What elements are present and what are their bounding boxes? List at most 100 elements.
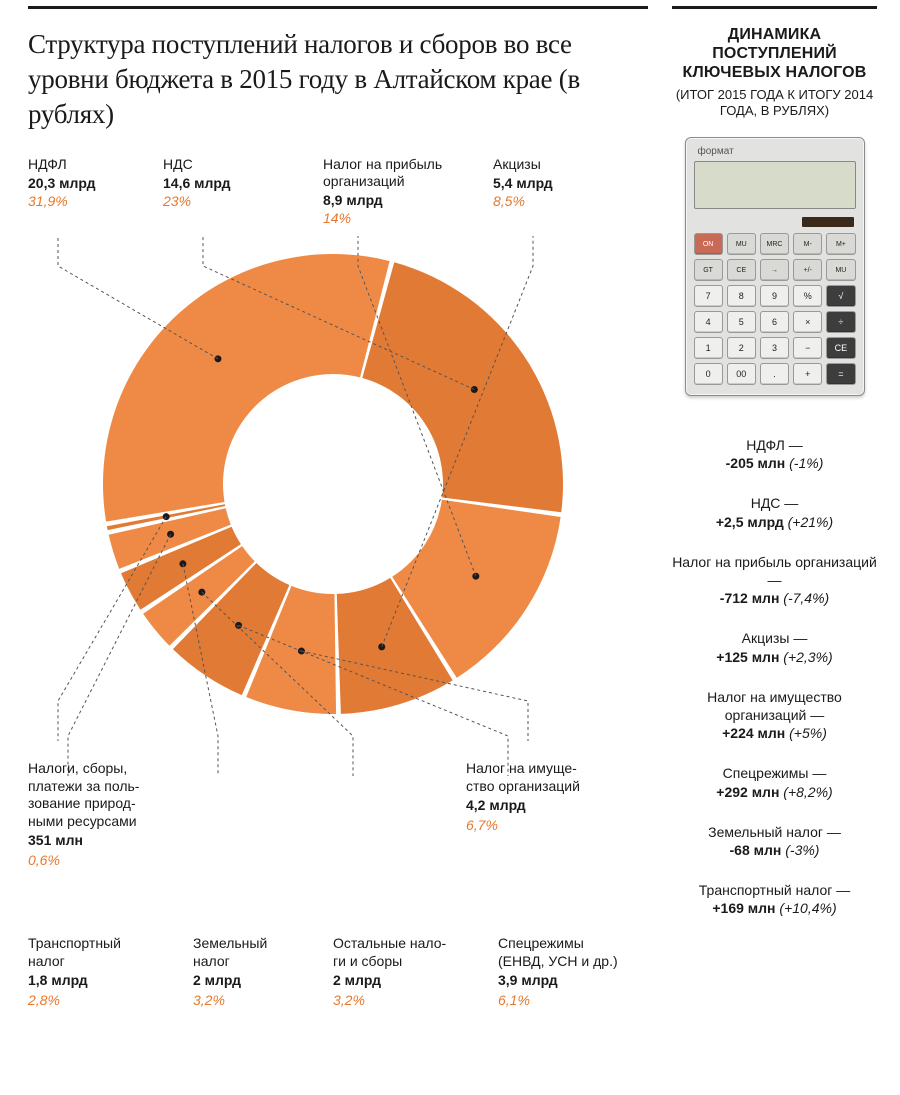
dynamics-item: Акцизы — +125 млн (+2,3%) [672,629,877,665]
label-nature: Налоги, сборы,платежи за поль-зование пр… [28,760,188,869]
dyn-name: НДС — [672,494,877,512]
dyn-name: Налог на прибыль организаций — [672,553,877,589]
calc-key: M- [793,233,822,255]
calc-key: CE [826,337,855,359]
calc-key: M+ [826,233,855,255]
dyn-name: Спецрежимы — [672,764,877,782]
label-pct: 3,2% [193,992,333,1010]
label-pct: 3,2% [333,992,493,1010]
calc-key: 5 [727,311,756,333]
label-value: 4,2 млрд [466,797,646,815]
label-value: 2 млрд [333,972,493,990]
left-title: Структура поступлений налогов и сборов в… [28,27,648,132]
dyn-value: +169 млн [712,900,775,916]
label-profit: Налог на прибыльорганизаций 8,9 млрд 14% [323,156,493,226]
label-value: 351 млн [28,832,188,850]
label-nds: НДС14,6 млрд23% [163,156,323,226]
label-value: 20,3 млрд [28,175,163,191]
right-rule [672,6,877,9]
calc-key: 00 [727,363,756,385]
calc-key: + [793,363,822,385]
calculator-icon: формат ONMUMRCM-M+GTCE→+/-MU789%√456×÷12… [685,137,865,396]
label-name: НДФЛ [28,156,163,173]
label-pct: 6,1% [498,992,658,1010]
dyn-value: +125 млн [716,649,779,665]
calc-key: MU [826,259,855,281]
dynamics-item: Транспортный налог —+169 млн (+10,4%) [672,881,877,917]
calc-key: 6 [760,311,789,333]
label-pct: 6,7% [466,817,646,835]
right-column: ДИНАМИКА ПОСТУПЛЕНИЙ КЛЮЧЕВЫХ НАЛОГОВ (И… [672,6,877,939]
label-pct: 8,5% [493,193,628,209]
calc-key: % [793,285,822,307]
label-value: 3,9 млрд [498,972,658,990]
dyn-pct: (+2,3%) [783,649,832,665]
dynamics-list: НДФЛ —-205 млн (-1%) НДС — +2,5 млрд (+21%… [672,436,877,917]
calc-key: +/- [793,259,822,281]
label-pct: 14% [323,210,493,226]
calc-key: CE [727,259,756,281]
calc-key: 3 [760,337,789,359]
left-rule [28,6,648,9]
dyn-value: +2,5 млрд [716,514,784,530]
label-name: Спецрежимы(ЕНВД, УСН и др.) [498,935,658,970]
dyn-name: Земельный налог — [672,823,877,841]
calc-key: = [826,363,855,385]
label-value: 8,9 млрд [323,192,493,208]
right-subtitle: (ИТОГ 2015 ГОДА К ИТОГУ 2014 ГОДА, В РУБ… [672,87,877,120]
top-labels-row: НДФЛ 20,3 млрд 31,9%НДС14,6 млрд23%Налог н… [28,156,648,226]
label-land: Земельныйналог 2 млрд 3,2% [193,935,333,1009]
calc-key: − [793,337,822,359]
label-other: Остальные нало-ги и сборы 2 млрд 3,2% [333,935,493,1009]
calc-key: 0 [694,363,723,385]
label-ndfl: НДФЛ 20,3 млрд 31,9% [28,156,163,226]
donut-chart [28,236,638,776]
label-excise: Акцизы5,4 млрд8,5% [493,156,628,226]
calc-brand: формат [694,146,856,157]
dyn-name: Налог на имущество организаций — [672,688,877,724]
left-column: Структура поступлений налогов и сборов в… [28,6,648,776]
label-name: Налог на имуще-ство организаций [466,760,646,795]
label-name: Остальные нало-ги и сборы [333,935,493,970]
dyn-value: -205 млн [726,455,786,471]
calc-key: 7 [694,285,723,307]
dynamics-item: Земельный налог —-68 млн (-3%) [672,823,877,859]
label-pct: 31,9% [28,193,163,209]
label-value: 2 млрд [193,972,333,990]
label-name: НДС [163,156,323,173]
label-transport: Транспортныйналог1,8 млрд2,8% [28,935,178,1009]
dyn-pct: (+21%) [788,514,834,530]
dynamics-item: Налог на прибыль организаций —-712 млн (… [672,553,877,608]
calc-key: ÷ [826,311,855,333]
calc-key: √ [826,285,855,307]
slice-ndfl [103,254,390,522]
label-pct: 2,8% [28,992,178,1010]
dyn-pct: (+5%) [789,725,827,741]
label-name: Земельныйналог [193,935,333,970]
calc-key: MU [727,233,756,255]
calc-key: 1 [694,337,723,359]
calc-key: 8 [727,285,756,307]
label-name: Налог на прибыльорганизаций [323,156,493,190]
calc-key: 9 [760,285,789,307]
dyn-value: +224 млн [722,725,785,741]
calc-key: → [760,259,789,281]
dyn-value: -712 млн [720,590,780,606]
label-name: Налоги, сборы,платежи за поль-зование пр… [28,760,188,830]
calc-key: . [760,363,789,385]
label-name: Акцизы [493,156,628,173]
calc-screen [694,161,856,209]
calc-key: GT [694,259,723,281]
dyn-pct: (+10,4%) [779,900,836,916]
dyn-pct: (-1%) [789,455,823,471]
dynamics-item: Спецрежимы —+292 млн (+8,2%) [672,764,877,800]
calc-key: × [793,311,822,333]
label-pct: 0,6% [28,852,188,870]
dyn-name: Акцизы — [672,629,877,647]
dyn-value: +292 млн [716,784,779,800]
dyn-name: НДФЛ — [672,436,877,454]
label-pct: 23% [163,193,323,209]
label-special: Спецрежимы(ЕНВД, УСН и др.) 3,9 млрд 6,1% [498,935,658,1009]
dyn-value: -68 млн [730,842,782,858]
label-name: Транспортныйналог [28,935,178,970]
